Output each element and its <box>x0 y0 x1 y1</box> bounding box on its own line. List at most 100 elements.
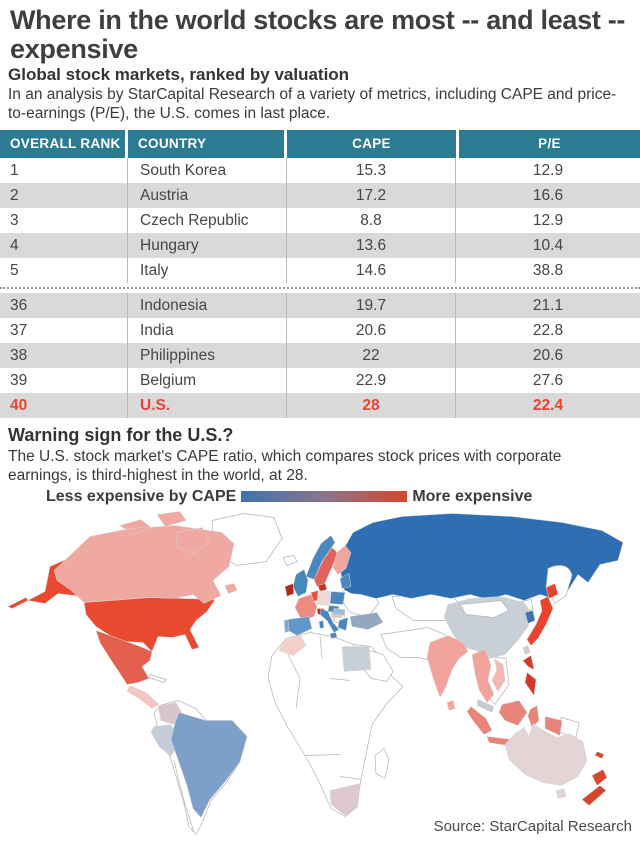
legend-gradient-bar <box>241 491 408 503</box>
map-region-south-africa <box>329 783 361 817</box>
map-region-portugal <box>283 619 290 633</box>
rank-cell: 37 <box>0 318 128 344</box>
map-region-vietnam <box>491 657 506 692</box>
rank-cell: 39 <box>0 368 128 394</box>
rank-cell: 2 <box>0 183 128 209</box>
rank-cell: 3 <box>0 208 128 234</box>
cape-cell: 28 <box>287 393 456 419</box>
cape-cell: 14.6 <box>287 258 456 284</box>
legend-right-label: More expensive <box>412 487 533 505</box>
map-region-australia <box>504 723 588 799</box>
cape-cell: 19.7 <box>287 293 456 319</box>
country-cell: Indonesia <box>128 293 287 319</box>
table-row-us-highlight: 40 U.S. 28 22.4 <box>0 393 640 419</box>
legend-left-label: Less expensive by CAPE <box>46 487 237 505</box>
map-region-turkey <box>349 612 384 630</box>
country-cell: Austria <box>128 183 287 209</box>
map-land-cuba <box>148 674 167 683</box>
map-region-mexico <box>95 630 153 685</box>
map-land-africa <box>267 632 404 817</box>
map-region-japan <box>526 583 559 646</box>
map-region-denmark <box>317 583 328 592</box>
pe-cell: 22.4 <box>532 397 564 415</box>
cape-cell: 8.8 <box>287 208 456 234</box>
map-region-finland <box>332 545 352 575</box>
infographic: Where in the world stocks are most -- an… <box>0 6 640 839</box>
map-region-russia <box>339 513 624 601</box>
table-header-row: OVERALL RANK COUNTRY CAPE P/E <box>0 130 640 159</box>
cape-cell: 13.6 <box>287 233 456 259</box>
cape-cell: 20.6 <box>287 318 456 344</box>
table-row: 4 Hungary 13.6 10.4 <box>0 233 640 259</box>
table-row: 39 Belgium 22.9 27.6 <box>0 368 640 394</box>
pe-cell: 12.9 <box>532 212 564 230</box>
table-row: 2 Austria 17.2 16.6 <box>0 183 640 209</box>
map-region-brazil <box>170 712 248 818</box>
map-region-sri-lanka <box>446 700 456 711</box>
cape-cell: 15.3 <box>287 158 456 184</box>
rank-cell: 38 <box>0 343 128 369</box>
world-map: Source: StarCapital Research <box>0 508 640 839</box>
country-cell: Philippines <box>128 343 287 369</box>
map-region-malaysia <box>476 699 495 713</box>
map-region-morocco <box>278 635 307 656</box>
map-colored-regions <box>7 511 624 818</box>
map-region-spain <box>284 616 313 636</box>
pe-cell: 16.6 <box>532 187 564 205</box>
rank-cell: 40 <box>0 393 128 419</box>
rank-cell: 5 <box>0 258 128 284</box>
map-land-iceland <box>282 555 298 566</box>
pe-cell: 38.8 <box>532 262 564 280</box>
table-row: 36 Indonesia 19.7 21.1 <box>0 293 640 319</box>
map-region-germany <box>316 590 331 606</box>
col-country: COUNTRY <box>128 130 287 159</box>
cape-cell: 22 <box>287 343 456 369</box>
pe-cell: 27.6 <box>532 372 564 390</box>
col-overall-rank: OVERALL RANK <box>0 130 128 159</box>
pe-cell: 21.1 <box>532 297 564 315</box>
map-region-hungary <box>332 608 346 616</box>
description: In an analysis by StarCapital Research o… <box>8 86 617 122</box>
country-cell: Czech Republic <box>128 208 287 234</box>
rank-cell: 36 <box>0 293 128 319</box>
table-row: 38 Philippines 22 20.6 <box>0 343 640 369</box>
map-region-canada <box>53 511 238 604</box>
map-region-egypt <box>341 646 372 672</box>
map-region-new-zealand <box>581 769 608 806</box>
country-cell: Hungary <box>128 233 287 259</box>
col-cape: CAPE <box>287 130 459 159</box>
map-region-greece <box>337 617 349 631</box>
table-row: 5 Italy 14.6 38.8 <box>0 258 640 284</box>
subtitle: Global stock markets, ranked by valuatio… <box>8 65 350 85</box>
table-row: 37 India 20.6 22.8 <box>0 318 640 344</box>
map-region-thailand-myanmar <box>471 649 495 703</box>
map-region-india <box>426 635 469 699</box>
rank-cell: 4 <box>0 233 128 259</box>
pe-cell: 22.8 <box>532 322 564 340</box>
country-cell: South Korea <box>128 158 287 184</box>
cape-cell: 17.2 <box>287 183 456 209</box>
country-cell: India <box>128 318 287 344</box>
table-row: 3 Czech Republic 8.8 12.9 <box>0 208 640 234</box>
world-map-svg <box>7 511 624 836</box>
warning-body: The U.S. stock market's CAPE ratio, whic… <box>8 448 562 484</box>
map-region-ireland <box>284 583 295 597</box>
map-region-fiji <box>594 751 605 759</box>
pe-cell: 10.4 <box>532 237 564 255</box>
country-cell: Belgium <box>128 368 287 394</box>
cape-cell: 22.9 <box>287 368 456 394</box>
page-title: Where in the world stocks are most -- an… <box>10 5 626 64</box>
country-cell: Italy <box>128 258 287 284</box>
map-region-france <box>294 594 318 621</box>
map-region-united-kingdom <box>292 569 309 597</box>
map-legend: Less expensive by CAPE More expensive <box>46 488 640 506</box>
map-region-taiwan <box>522 645 531 655</box>
table-row: 1 South Korea 15.3 12.9 <box>0 158 640 184</box>
dotted-separator <box>0 287 640 290</box>
map-region-poland <box>329 591 346 605</box>
map-land-madagascar <box>374 747 390 780</box>
map-region-italy <box>318 608 340 639</box>
map-region-philippines <box>522 655 537 697</box>
map-region-central-america <box>126 685 160 709</box>
pe-cell: 20.6 <box>532 347 564 365</box>
